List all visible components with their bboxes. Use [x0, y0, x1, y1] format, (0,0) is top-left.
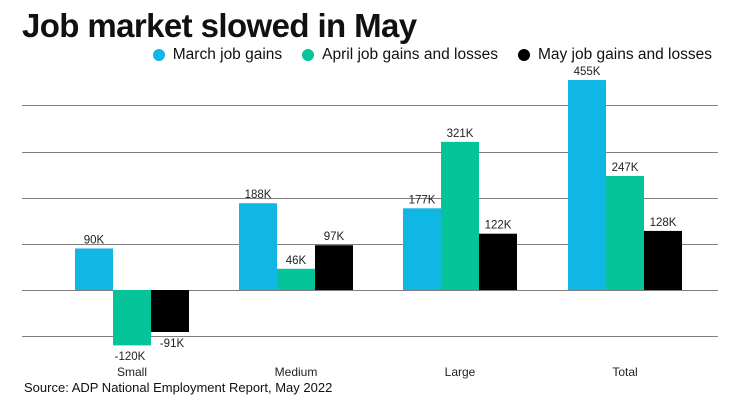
bar-april-small	[113, 290, 151, 346]
data-label: 46K	[286, 255, 307, 267]
bar-layer	[75, 80, 682, 346]
bar-may-medium	[315, 245, 353, 290]
bar-march-medium	[239, 203, 277, 290]
legend-swatch-april-icon	[302, 49, 315, 61]
tick-layer: Small Medium Large Total	[117, 365, 638, 379]
data-label: -120K	[115, 351, 146, 363]
bar-april-medium	[277, 268, 315, 290]
legend-item-april: April job gains and losses	[302, 45, 498, 65]
legend-swatch-may-icon	[517, 49, 530, 61]
label-layer: 90K -120K -91K 188K 46K 97K 177K 321K 122K 455K 24…	[84, 66, 677, 363]
legend-swatch-march-icon	[152, 49, 165, 61]
source-note: Source: ADP National Employment Report, …	[24, 380, 333, 395]
x-tick-label: Total	[612, 365, 637, 379]
legend-label-may: May job gains and losses	[537, 46, 712, 63]
bar-may-small	[151, 290, 189, 332]
bar-march-large	[403, 208, 441, 290]
legend: March job gains April job gains and loss…	[152, 45, 712, 65]
legend-label-april: April job gains and losses	[322, 46, 498, 63]
bar-april-total	[606, 176, 644, 290]
chart-title: Job market slowed in May	[22, 7, 417, 44]
data-label: 90K	[84, 234, 105, 246]
data-label: 177K	[409, 194, 436, 206]
bar-april-large	[441, 141, 479, 290]
data-label: 247K	[612, 162, 639, 174]
bar-may-total	[644, 230, 682, 290]
bar-march-small	[75, 248, 113, 290]
data-label: 97K	[324, 231, 345, 243]
legend-item-march: March job gains	[152, 45, 283, 65]
legend-item-may: May job gains and losses	[517, 45, 712, 65]
legend-label-march: March job gains	[172, 46, 283, 63]
data-label: 455K	[574, 66, 601, 78]
data-label: 128K	[650, 217, 677, 229]
x-tick-label: Small	[117, 365, 147, 379]
bar-may-large	[479, 233, 517, 290]
x-tick-label: Medium	[275, 365, 318, 379]
data-label: 122K	[485, 220, 512, 232]
bar-march-total	[568, 80, 606, 290]
data-label: -91K	[160, 338, 185, 350]
x-tick-label: Large	[445, 365, 476, 379]
data-label: 188K	[245, 189, 272, 201]
data-label: 321K	[447, 128, 474, 140]
